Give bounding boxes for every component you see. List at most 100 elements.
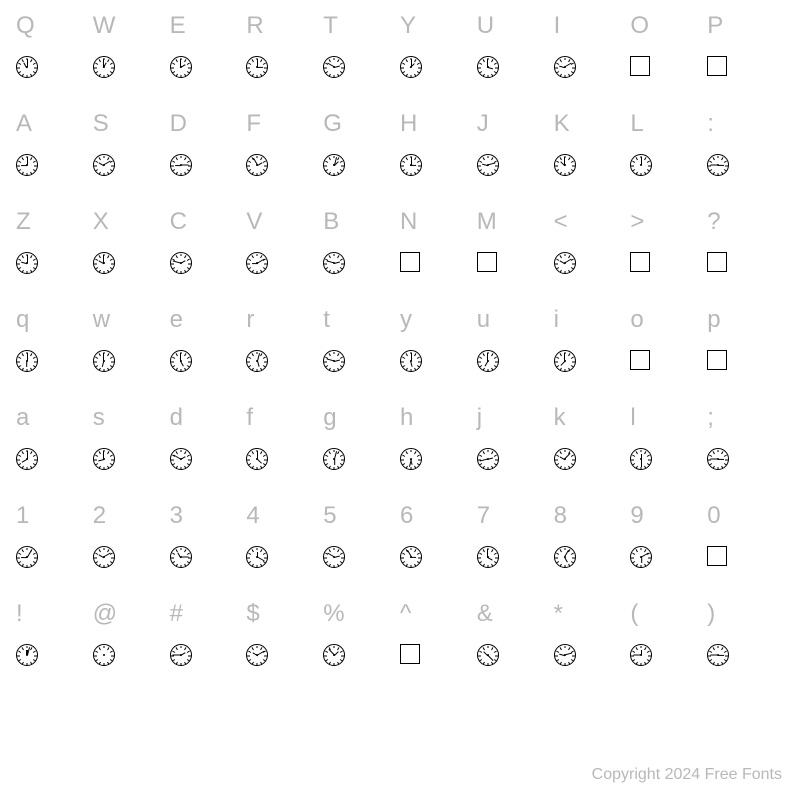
char-label: N [400, 204, 417, 240]
clock-glyph [93, 56, 115, 78]
char-label: ) [707, 596, 715, 632]
char-cell: & [477, 596, 554, 694]
char-cell: U [477, 8, 554, 106]
char-cell: ! [16, 596, 93, 694]
char-cell: p [707, 302, 784, 400]
clock-glyph [707, 448, 729, 470]
clock-glyph [323, 56, 345, 78]
char-label: 9 [630, 498, 643, 534]
char-cell: O [630, 8, 707, 106]
character-map-grid: QWERTYUIOPASDFGHJKL:ZXCVBNM<>?qwertyuiop… [0, 0, 800, 694]
char-label: Y [400, 8, 416, 44]
clock-glyph [246, 56, 268, 78]
char-label: w [93, 302, 110, 338]
char-label: 6 [400, 498, 413, 534]
clock-glyph [554, 252, 576, 274]
char-cell: $ [246, 596, 323, 694]
clock-glyph [554, 448, 576, 470]
clock-glyph [246, 448, 268, 470]
clock-glyph [400, 154, 422, 176]
char-label: J [477, 106, 489, 142]
char-label: h [400, 400, 413, 436]
char-label: 3 [170, 498, 183, 534]
char-label: L [630, 106, 643, 142]
box-glyph [707, 546, 729, 568]
clock-glyph [400, 546, 422, 568]
char-cell: V [246, 204, 323, 302]
char-cell: u [477, 302, 554, 400]
char-label: e [170, 302, 183, 338]
char-label: I [554, 8, 561, 44]
char-label: E [170, 8, 186, 44]
char-label: T [323, 8, 338, 44]
char-label: B [323, 204, 339, 240]
char-cell: A [16, 106, 93, 204]
char-label: < [554, 204, 568, 240]
char-label: @ [93, 596, 117, 632]
char-cell: 9 [630, 498, 707, 596]
char-label: j [477, 400, 482, 436]
clock-glyph [93, 546, 115, 568]
char-cell: : [707, 106, 784, 204]
clock-glyph [630, 154, 652, 176]
char-label: ^ [400, 596, 411, 632]
char-cell: s [93, 400, 170, 498]
char-cell: M [477, 204, 554, 302]
clock-glyph [93, 644, 115, 666]
char-label: D [170, 106, 187, 142]
clock-glyph [554, 350, 576, 372]
char-cell: j [477, 400, 554, 498]
clock-glyph [323, 644, 345, 666]
char-cell: F [246, 106, 323, 204]
clock-glyph [630, 546, 652, 568]
clock-glyph [246, 644, 268, 666]
box-glyph [707, 252, 729, 274]
clock-glyph [170, 252, 192, 274]
char-label: ( [630, 596, 638, 632]
char-label: $ [246, 596, 259, 632]
clock-glyph [477, 644, 499, 666]
char-cell: X [93, 204, 170, 302]
char-label: k [554, 400, 566, 436]
clock-glyph [170, 448, 192, 470]
char-label: K [554, 106, 570, 142]
char-cell: e [170, 302, 247, 400]
char-label: C [170, 204, 187, 240]
char-label: : [707, 106, 714, 142]
char-label: & [477, 596, 493, 632]
char-cell: i [554, 302, 631, 400]
clock-glyph [170, 350, 192, 372]
clock-glyph [93, 350, 115, 372]
char-label: f [246, 400, 253, 436]
char-label: l [630, 400, 635, 436]
char-label: 2 [93, 498, 106, 534]
char-label: # [170, 596, 183, 632]
char-cell: k [554, 400, 631, 498]
clock-glyph [16, 546, 38, 568]
clock-glyph [16, 350, 38, 372]
char-label: q [16, 302, 29, 338]
char-label: ? [707, 204, 720, 240]
char-cell: J [477, 106, 554, 204]
char-cell: h [400, 400, 477, 498]
clock-glyph [630, 448, 652, 470]
char-label: Q [16, 8, 35, 44]
char-label: % [323, 596, 344, 632]
char-cell: 4 [246, 498, 323, 596]
clock-glyph [554, 56, 576, 78]
char-label: M [477, 204, 497, 240]
clock-glyph [554, 154, 576, 176]
char-cell: I [554, 8, 631, 106]
copyright-text: Copyright 2024 Free Fonts [592, 766, 782, 784]
char-label: o [630, 302, 643, 338]
clock-glyph [400, 448, 422, 470]
char-label: F [246, 106, 261, 142]
box-glyph [630, 252, 652, 274]
char-cell: R [246, 8, 323, 106]
clock-glyph [323, 252, 345, 274]
char-label: Z [16, 204, 31, 240]
char-label: X [93, 204, 109, 240]
clock-glyph [93, 154, 115, 176]
char-cell: q [16, 302, 93, 400]
clock-glyph [323, 448, 345, 470]
